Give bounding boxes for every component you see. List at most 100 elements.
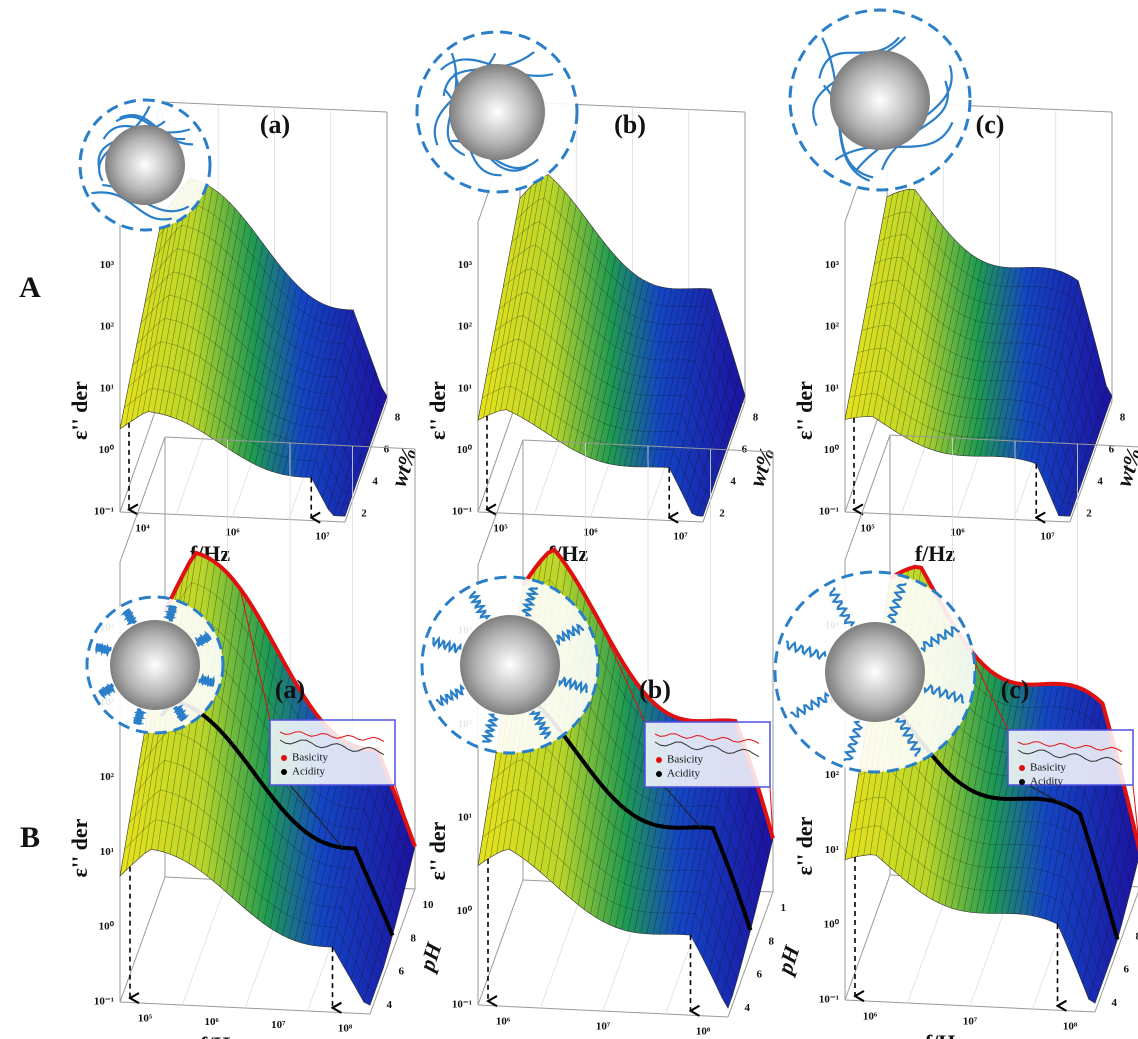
x-tick-label: 10⁶ [496, 1016, 511, 1028]
panel: 10⁻¹10⁰10¹10²10³10⁵10⁶10⁷2468ε'' derf/Hz… [790, 10, 1138, 566]
y-tick-label: 10³ [100, 259, 115, 271]
y-tick-label: 10² [100, 321, 115, 333]
y-tick-label: 10¹ [458, 812, 472, 824]
y-tick-label: 10¹ [100, 846, 114, 858]
x-tick-label: 10⁸ [338, 1022, 353, 1034]
z-tick-label: 2 [361, 508, 367, 520]
z-tick-label: 8 [753, 412, 759, 424]
y-tick-label: 10⁻¹ [94, 996, 114, 1008]
z-axis-label: pH [771, 942, 804, 979]
box-edge [120, 437, 165, 562]
y-tick-label: 10⁻¹ [819, 994, 839, 1006]
surface [478, 175, 745, 517]
x-tick-label: 10⁵ [138, 1013, 153, 1025]
panel-label: (a) [260, 110, 290, 139]
y-tick-label: 10⁻¹ [452, 999, 472, 1011]
panel: 10⁻¹10⁰10¹10²10³10⁵10⁶10⁷2468ε'' derf/Hz… [417, 32, 780, 566]
inset-box [1008, 730, 1133, 785]
y-axis-label: ε'' der [792, 816, 817, 875]
z-tick-label: 6 [399, 966, 405, 978]
particle [830, 50, 930, 150]
z-tick-label: 1 [781, 902, 787, 914]
y-tick-label: 10² [825, 321, 840, 333]
x-tick-label: 10⁵ [860, 523, 875, 535]
z-tick-label: 8 [1120, 412, 1126, 424]
z-tick-label: 4 [1112, 997, 1118, 1009]
y-tick-label: 10³ [458, 259, 473, 271]
x-tick-label: 10⁸ [696, 1025, 711, 1037]
y-tick-label: 10¹ [458, 382, 472, 394]
row-label: A [19, 271, 41, 304]
particle [105, 125, 185, 205]
x-tick-label: 10⁷ [673, 531, 688, 543]
y-tick-label: 10² [100, 771, 115, 783]
particle [449, 64, 545, 160]
x-tick-label: 10⁴ [135, 523, 150, 535]
z-tick-label: 6 [1124, 964, 1130, 976]
legend-dot [281, 769, 287, 775]
box-edge [478, 880, 523, 1005]
y-tick-label: 10⁰ [457, 905, 473, 917]
panel-label: (b) [614, 110, 646, 139]
z-tick-label: 10 [423, 899, 435, 911]
box-edge [478, 440, 523, 565]
y-axis-label: ε'' der [425, 381, 450, 440]
x-axis-label: f/Hz [200, 1032, 241, 1039]
y-tick-label: 10⁰ [99, 921, 115, 933]
x-tick-label: 10⁶ [863, 1011, 878, 1023]
x-tick-label: 10⁷ [315, 531, 330, 543]
z-tick-label: 8 [411, 932, 417, 944]
z-tick-label: 6 [757, 969, 763, 981]
y-tick-label: 10¹ [825, 382, 839, 394]
z-tick-label: 2 [719, 508, 725, 520]
panel-label: (c) [1001, 675, 1030, 704]
legend-label: Basicity [292, 752, 329, 764]
y-tick-label: 10⁰ [457, 444, 473, 456]
panel-label: (b) [639, 675, 671, 704]
legend-dot [1019, 779, 1025, 785]
box-edge [845, 875, 890, 1000]
panel: BasicityAcidity10⁻¹10⁰10¹10²10³10⁴10⁵10⁶… [67, 437, 447, 1039]
x-axis-label: f/Hz [925, 1030, 966, 1039]
x-tick-label: 10⁷ [271, 1019, 286, 1031]
z-tick-label: 6 [742, 444, 748, 456]
legend-label: Acidity [667, 768, 700, 780]
legend-label: Basicity [667, 754, 704, 766]
y-tick-label: 10⁻¹ [94, 506, 114, 518]
legend-label: Acidity [1030, 776, 1063, 788]
panel: BasicityAcidity10⁻¹10⁰10¹10²10³10⁶10⁷10⁸… [422, 440, 805, 1039]
figure: A 10⁻¹ 10⁰ 10¹ 10² 10³ 10⁴ 10⁶ 10⁷ 2 4 6 8 ε'' der f/H… [0, 0, 1138, 1039]
x-tick-label: 10⁷ [1040, 531, 1055, 543]
y-tick-label: 10³ [825, 259, 840, 271]
z-tick-label: 8 [769, 935, 775, 947]
x-tick-label: 10⁷ [963, 1016, 978, 1028]
z-tick-label: 4 [372, 476, 378, 488]
legend-dot [281, 755, 287, 761]
z-tick-label: 4 [745, 1002, 751, 1014]
y-tick-label: 10² [458, 321, 473, 333]
legend-dot [656, 771, 662, 777]
box-edge [845, 435, 890, 560]
x-tick-label: 10⁶ [205, 1016, 220, 1028]
y-tick-label: 10¹ [100, 382, 114, 394]
x-tick-label: 10⁸ [1063, 1020, 1078, 1032]
z-axis-label: pH [413, 939, 446, 976]
particle [825, 622, 925, 722]
x-tick-label: 10⁷ [596, 1021, 611, 1033]
z-tick-label: 8 [395, 412, 401, 424]
y-axis-label: ε'' der [67, 818, 92, 877]
y-axis-label: ε'' der [425, 821, 450, 880]
z-tick-label: 4 [1097, 476, 1103, 488]
y-tick-label: 10⁻¹ [819, 506, 839, 518]
x-axis-label: f/Hz [915, 541, 956, 566]
z-axis-label: wt% [386, 445, 422, 490]
x-axis-label: f/Hz [558, 1035, 599, 1039]
box-edge [120, 877, 165, 1002]
z-axis-label: wt% [1111, 445, 1138, 490]
legend-dot [656, 757, 662, 763]
x-tick-label: 10⁵ [493, 523, 508, 535]
legend-label: Acidity [292, 766, 325, 778]
legend-dot [1019, 765, 1025, 771]
panel-label: (a) [275, 675, 305, 704]
